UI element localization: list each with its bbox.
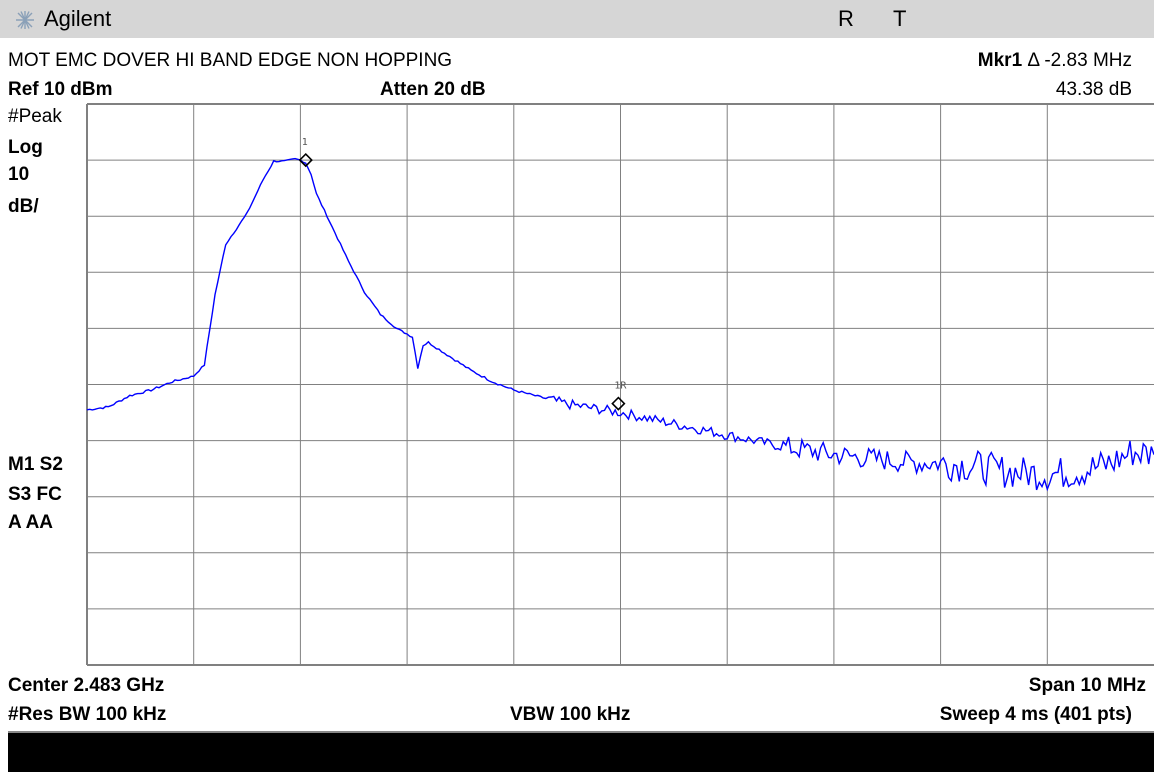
title-bar: Agilent R T <box>0 0 1154 38</box>
marker-diamond <box>611 396 626 411</box>
marker-readout: Mkr1 Δ -2.83 MHz <box>978 50 1132 72</box>
status-indicator-r: R <box>838 6 854 31</box>
frequency-span: Span 10 MHz <box>1028 675 1146 696</box>
scale-unit: dB/ <box>8 196 39 217</box>
sweep-time: Sweep 4 ms (401 pts) <box>939 704 1132 725</box>
brand-label: Agilent <box>44 6 112 31</box>
flags-line-3: A AA <box>8 512 54 533</box>
marker-label-text: 1 <box>302 137 308 148</box>
marker-label: Mkr1 <box>977 50 1023 71</box>
marker-label-text: 1R <box>614 381 627 392</box>
message-bar <box>8 731 1154 772</box>
scale-value: 10 <box>8 164 30 185</box>
graticule <box>86 103 1154 666</box>
center-frequency: Center 2.483 GHz <box>8 675 165 696</box>
spectrum-trace <box>86 157 1154 492</box>
screen-title: MOT EMC DOVER HI BAND EDGE NON HOPPING <box>8 50 453 71</box>
resolution-bandwidth: #Res BW 100 kHz <box>8 704 167 725</box>
flags-line-1: M1 S2 <box>8 454 63 475</box>
attenuation: Atten 20 dB <box>380 79 486 100</box>
delta-symbol: Δ <box>1027 50 1040 71</box>
video-bandwidth: VBW 100 kHz <box>510 704 631 725</box>
detector-mode: #Peak <box>8 106 62 127</box>
status-indicator-t: T <box>893 6 907 31</box>
scale-type: Log <box>8 137 43 158</box>
marker-diamond <box>298 152 313 168</box>
agilent-starburst-icon <box>16 11 34 29</box>
marker-value: 43.38 dB <box>1055 79 1132 100</box>
reference-level: Ref 10 dBm <box>8 79 113 100</box>
marker-frequency: -2.83 MHz <box>1044 50 1132 71</box>
flags-line-2: S3 FC <box>8 484 62 505</box>
marker-group: 1 1R <box>298 137 627 411</box>
